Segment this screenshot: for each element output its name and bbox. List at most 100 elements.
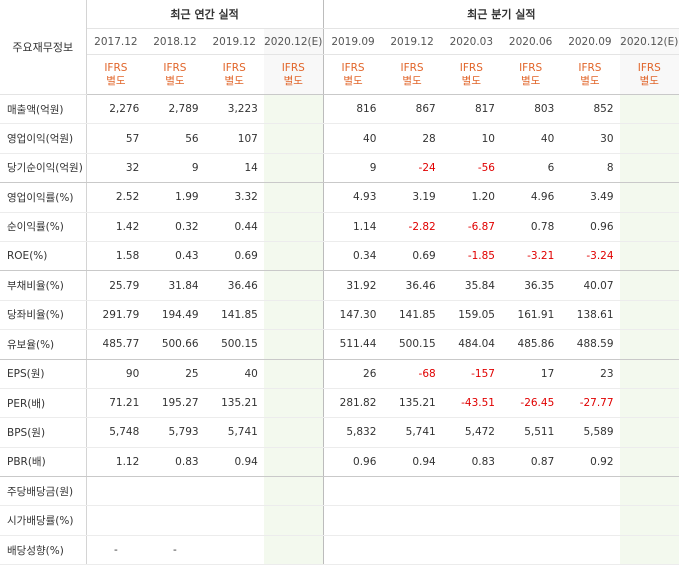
value-cell: 5,589 <box>560 417 620 448</box>
value-cell: 500.15 <box>204 329 264 360</box>
table-row: PER(배) 71.21 195.27 135.21 281.82 135.21 -43.5… <box>0 388 679 419</box>
value-cell: -43.51 <box>441 388 501 419</box>
value-cell <box>204 476 264 507</box>
value-cell <box>619 359 679 389</box>
value-cell: 4.96 <box>500 182 561 213</box>
period-header: 2018.12 <box>145 28 205 55</box>
value-cell <box>263 270 324 301</box>
value-cell: 40 <box>204 359 264 389</box>
value-cell <box>145 505 205 536</box>
separate-label: 별도 <box>639 74 659 87</box>
row-label: 영업이익(억원) <box>0 123 87 154</box>
value-cell: 0.83 <box>145 447 205 478</box>
value-cell: 511.44 <box>323 329 383 360</box>
value-cell: 31.84 <box>145 270 205 301</box>
row-label: 매출액(억원) <box>0 94 87 125</box>
label-column-header: 주요재무정보 <box>0 0 87 95</box>
value-cell: 135.21 <box>204 388 264 419</box>
value-cell: 40.07 <box>560 270 620 301</box>
value-cell: - <box>145 535 205 565</box>
value-cell <box>86 476 146 507</box>
value-cell <box>619 447 679 478</box>
value-cell: 817 <box>441 94 501 125</box>
ifrs-label: IFRS <box>400 61 424 74</box>
value-cell: 161.91 <box>500 300 561 331</box>
period-header: 2020.12(E) <box>619 28 679 55</box>
ifrs-standard-cell: IFRS 별도 <box>619 54 679 95</box>
value-cell: -1.85 <box>441 241 501 272</box>
value-cell <box>441 476 501 507</box>
table-row: BPS(원) 5,748 5,793 5,741 5,832 5,741 5,472 5,51… <box>0 417 679 448</box>
value-cell: 2.52 <box>86 182 146 213</box>
ifrs-standard-cell: IFRS 별도 <box>145 54 205 95</box>
value-cell: 2,789 <box>145 94 205 125</box>
row-label: 시가배당률(%) <box>0 505 87 536</box>
value-cell: 23 <box>560 359 620 389</box>
value-cell: 0.94 <box>382 447 442 478</box>
value-cell: 26 <box>323 359 383 389</box>
value-cell: 2,276 <box>86 94 146 125</box>
separate-label: 별도 <box>520 74 541 87</box>
value-cell <box>263 476 324 507</box>
row-label: 당좌비율(%) <box>0 300 87 331</box>
accounting-standard-row: IFRS 별도 IFRS 별도 IFRS 별도 IFRS 별도 IFRS 별도 IFRS 별도 IFRS… <box>0 54 679 95</box>
value-cell <box>382 505 442 536</box>
value-cell: -3.21 <box>500 241 561 272</box>
value-cell: 195.27 <box>145 388 205 419</box>
row-label: 당기순이익(억원) <box>0 153 87 184</box>
value-cell <box>263 212 324 242</box>
quarterly-results-header: 최근 분기 실적 <box>323 0 679 29</box>
value-cell <box>500 535 561 565</box>
period-header: 2020.06 <box>500 28 561 55</box>
value-cell <box>263 417 324 448</box>
value-cell: 5,511 <box>500 417 561 448</box>
value-cell <box>263 94 324 125</box>
value-cell: 141.85 <box>382 300 442 331</box>
row-label: 주당배당금(원) <box>0 476 87 507</box>
separate-label: 별도 <box>283 74 303 87</box>
value-cell: 36.46 <box>204 270 264 301</box>
table-row: 매출액(억원) 2,276 2,789 3,223 816 867 817 803 852 <box>0 94 679 125</box>
value-cell: 135.21 <box>382 388 442 419</box>
value-cell: 1.20 <box>441 182 501 213</box>
value-cell <box>263 359 324 389</box>
value-cell <box>263 447 324 478</box>
value-cell: 5,748 <box>86 417 146 448</box>
value-cell: -27.77 <box>560 388 620 419</box>
value-cell <box>619 417 679 448</box>
value-cell: 291.79 <box>86 300 146 331</box>
period-header: 2020.09 <box>560 28 620 55</box>
value-cell <box>263 505 324 536</box>
value-cell: 281.82 <box>323 388 383 419</box>
table-row: 영업이익률(%) 2.52 1.99 3.32 4.93 3.19 1.20 4.96 3.49 <box>0 182 679 213</box>
value-cell: 816 <box>323 94 383 125</box>
ifrs-standard-cell: IFRS 별도 <box>560 54 620 95</box>
value-cell: - <box>86 535 146 565</box>
value-cell: 852 <box>560 94 620 125</box>
value-cell: 485.86 <box>500 329 561 360</box>
value-cell: 500.15 <box>382 329 442 360</box>
value-cell: 30 <box>560 123 620 154</box>
row-label: ROE(%) <box>0 241 87 272</box>
period-header: 2020.03 <box>441 28 501 55</box>
value-cell: 28 <box>382 123 442 154</box>
ifrs-standard-cell: IFRS 별도 <box>86 54 146 95</box>
value-cell: -56 <box>441 153 501 184</box>
row-label: 순이익률(%) <box>0 212 87 242</box>
value-cell <box>619 270 679 301</box>
value-cell: 9 <box>323 153 383 184</box>
value-cell: 31.92 <box>323 270 383 301</box>
table-row: 부채비율(%) 25.79 31.84 36.46 31.92 36.46 35.84 36.… <box>0 270 679 301</box>
row-label: 영업이익률(%) <box>0 182 87 213</box>
separate-label: 별도 <box>106 74 126 87</box>
value-cell: 0.44 <box>204 212 264 242</box>
period-header: 2019.09 <box>323 28 383 55</box>
value-cell: -6.87 <box>441 212 501 242</box>
annual-results-header: 최근 연간 실적 <box>86 0 324 29</box>
value-cell <box>204 505 264 536</box>
value-cell: -26.45 <box>500 388 561 419</box>
ifrs-label: IFRS <box>637 61 661 74</box>
value-cell: 0.78 <box>500 212 561 242</box>
value-cell: 5,832 <box>323 417 383 448</box>
